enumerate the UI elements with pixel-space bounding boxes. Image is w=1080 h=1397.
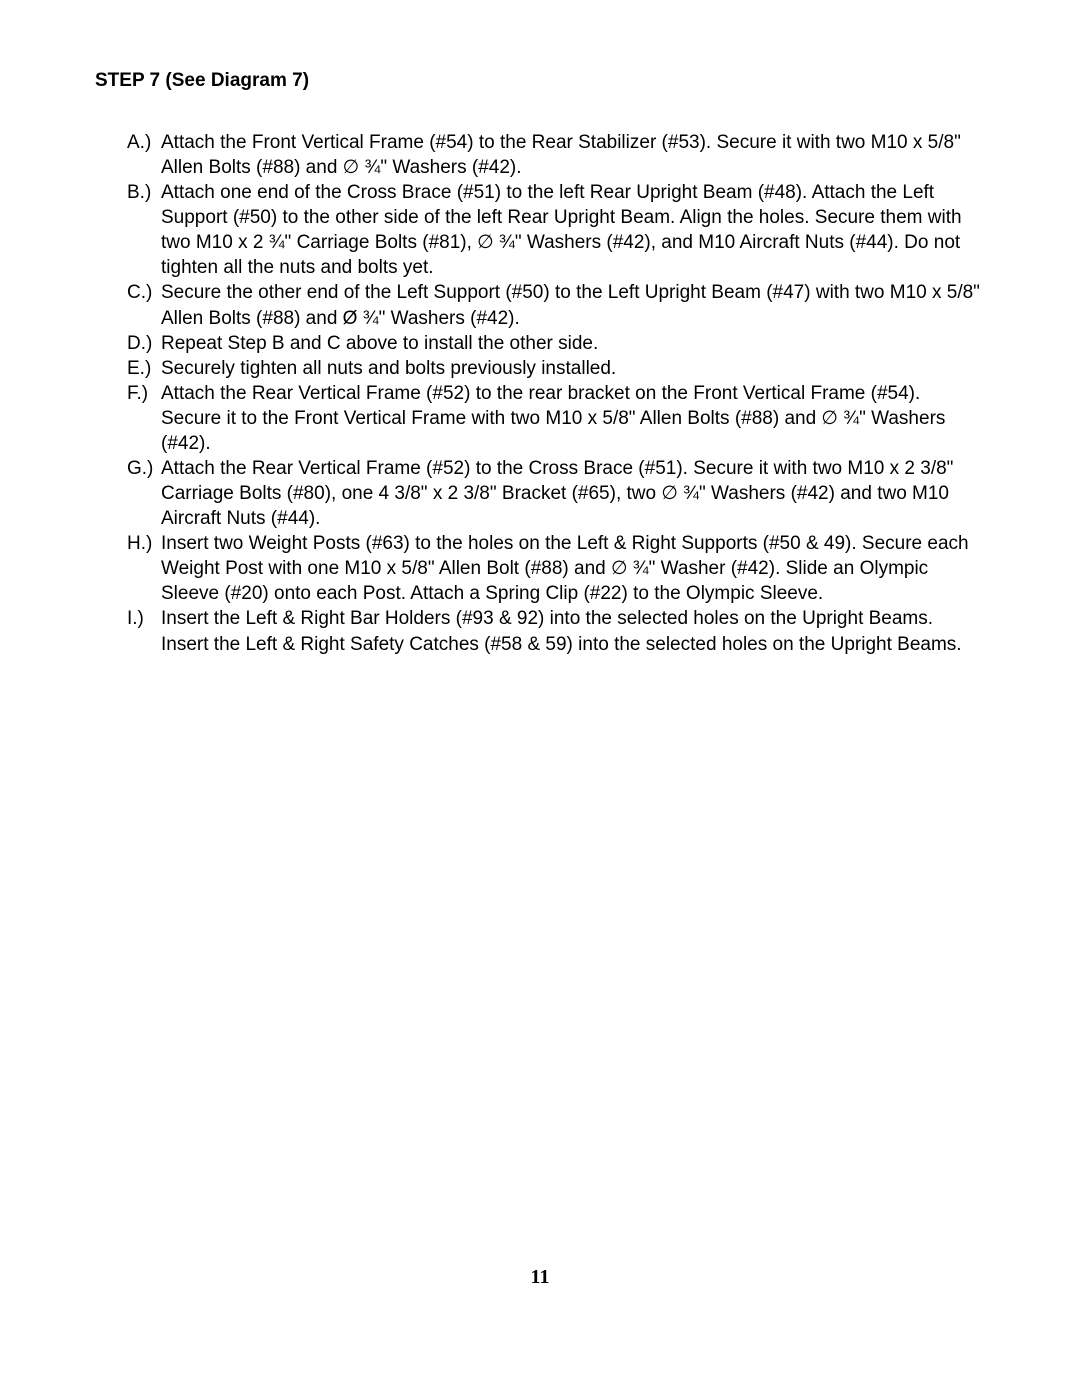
- instruction-item: A.) Attach the Front Vertical Frame (#54…: [127, 130, 985, 180]
- item-text: Insert the Left & Right Bar Holders (#93…: [161, 606, 985, 656]
- instruction-item: B.) Attach one end of the Cross Brace (#…: [127, 180, 985, 280]
- instruction-item: D.) Repeat Step B and C above to install…: [127, 331, 985, 356]
- instruction-item: F.) Attach the Rear Vertical Frame (#52)…: [127, 381, 985, 456]
- item-label: B.): [127, 180, 161, 280]
- item-label: D.): [127, 331, 161, 356]
- page-number: 11: [0, 1266, 1080, 1289]
- instruction-item: C.) Secure the other end of the Left Sup…: [127, 280, 985, 330]
- item-text: Attach the Rear Vertical Frame (#52) to …: [161, 456, 985, 531]
- instruction-item: G.) Attach the Rear Vertical Frame (#52)…: [127, 456, 985, 531]
- item-text: Secure the other end of the Left Support…: [161, 280, 985, 330]
- item-label: I.): [127, 606, 161, 656]
- item-label: E.): [127, 356, 161, 381]
- item-text: Attach one end of the Cross Brace (#51) …: [161, 180, 985, 280]
- instruction-item: E.) Securely tighten all nuts and bolts …: [127, 356, 985, 381]
- item-label: H.): [127, 531, 161, 606]
- item-label: F.): [127, 381, 161, 456]
- item-text: Attach the Front Vertical Frame (#54) to…: [161, 130, 985, 180]
- item-text: Insert two Weight Posts (#63) to the hol…: [161, 531, 985, 606]
- page-content: STEP 7 (See Diagram 7) A.) Attach the Fr…: [0, 0, 1080, 657]
- step-heading: STEP 7 (See Diagram 7): [95, 70, 985, 92]
- item-text: Securely tighten all nuts and bolts prev…: [161, 356, 985, 381]
- instruction-item: H.) Insert two Weight Posts (#63) to the…: [127, 531, 985, 606]
- item-text: Attach the Rear Vertical Frame (#52) to …: [161, 381, 985, 456]
- item-label: C.): [127, 280, 161, 330]
- instruction-item: I.) Insert the Left & Right Bar Holders …: [127, 606, 985, 656]
- item-text: Repeat Step B and C above to install the…: [161, 331, 985, 356]
- instruction-list: A.) Attach the Front Vertical Frame (#54…: [95, 130, 985, 657]
- item-label: G.): [127, 456, 161, 531]
- item-label: A.): [127, 130, 161, 180]
